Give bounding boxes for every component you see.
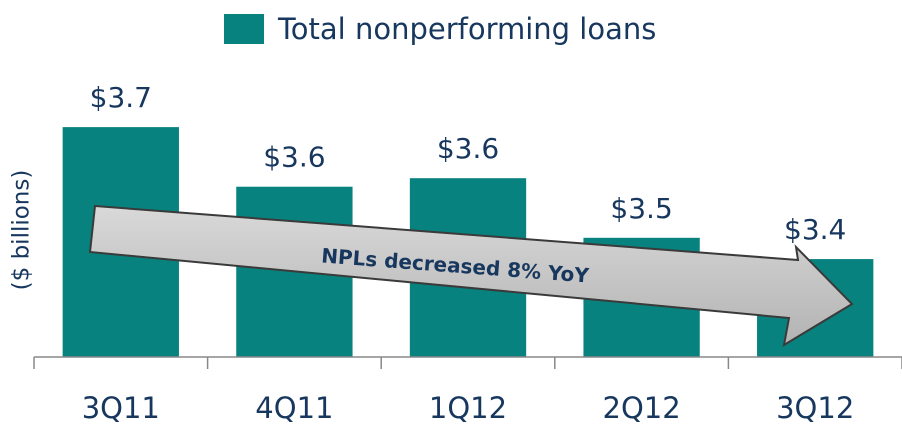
x-tick-label: 3Q12 [776,391,854,425]
x-tick-label: 4Q11 [255,391,333,425]
value-label: $3.4 [784,213,846,246]
x-tick-label: 1Q12 [429,391,507,425]
x-tick-label: 3Q11 [82,391,160,425]
value-label: $3.5 [610,192,672,225]
plot: $3.7 3Q11 $3.6 4Q11 $3.6 1Q12 $3.5 2Q12 $3.4 3Q12 [33,81,902,425]
y-axis-label: ($ billions) [9,170,35,291]
value-label: $3.6 [437,132,499,165]
legend-swatch [224,14,264,44]
value-label: $3.6 [263,141,325,174]
value-label: $3.7 [90,81,152,114]
x-tick-label: 2Q12 [603,391,681,425]
legend-label: Total nonperforming loans [277,12,656,46]
trend-arrow [88,204,854,348]
